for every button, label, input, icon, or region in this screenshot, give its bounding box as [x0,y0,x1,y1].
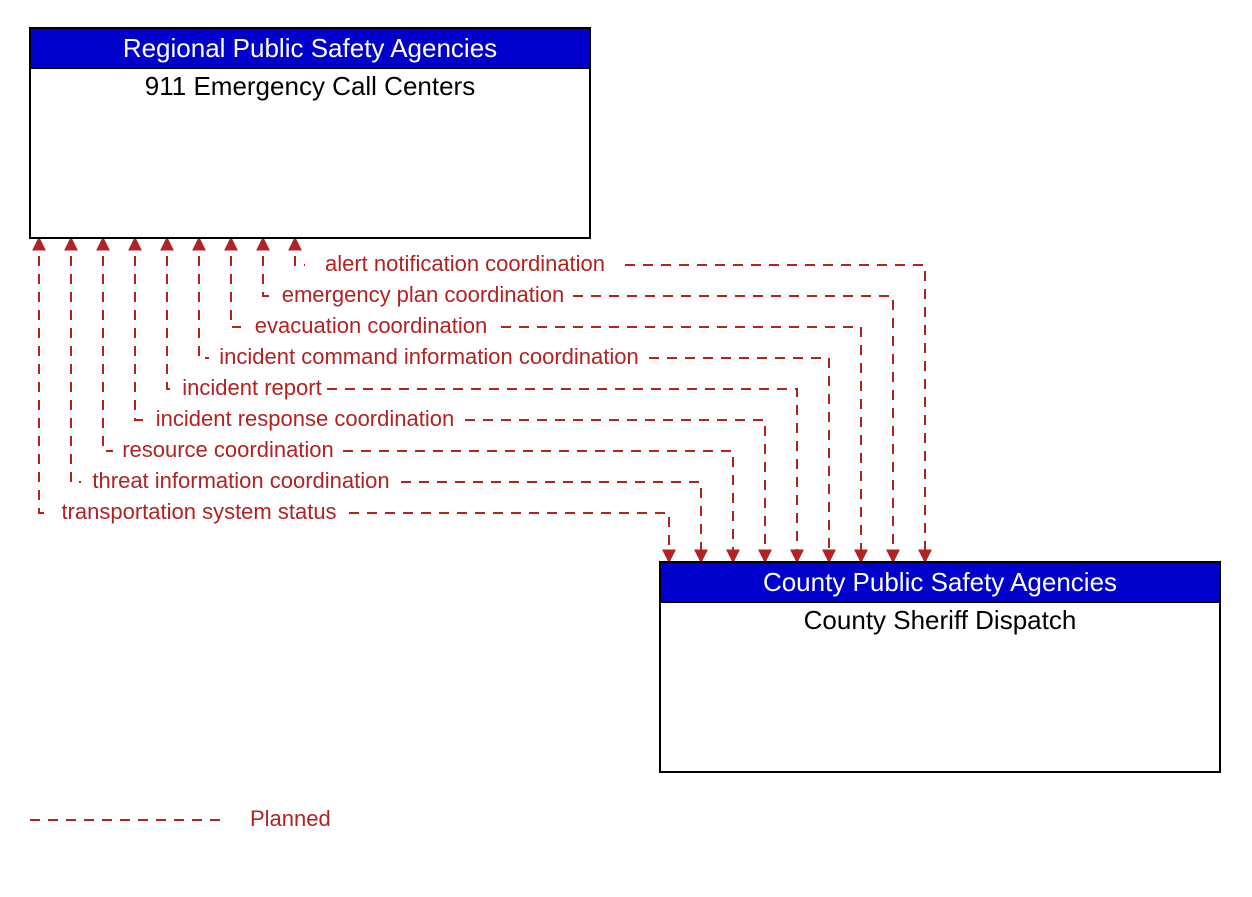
node-top: Regional Public Safety Agencies 911 Emerg… [30,28,590,238]
flow-label-6: resource coordination [122,437,334,462]
flow-line-left-4 [167,238,177,389]
flow-line-left-5 [135,238,145,420]
flow-line-right-6 [343,451,733,562]
flow-label-1: emergency plan coordination [282,282,565,307]
flow-line-right-5 [465,420,765,562]
node-body-text: County Sheriff Dispatch [804,605,1077,635]
flow-label-2: evacuation coordination [255,313,487,338]
flow-line-left-1 [263,238,273,296]
flow-label-4: incident report [182,375,321,400]
flow-line-left-3 [199,238,209,358]
flow-line-right-1 [573,296,893,562]
flow-label-7: threat information coordination [92,468,389,493]
flow-label-5: incident response coordination [156,406,454,431]
node-body-text: 911 Emergency Call Centers [145,71,475,101]
node-header-text: Regional Public Safety Agencies [123,33,497,63]
architecture-diagram: alert notification coordination emergency… [0,0,1252,897]
legend-label: Planned [250,806,331,831]
flow-label-3: incident command information coordinatio… [219,344,638,369]
flow-line-left-0 [295,238,305,265]
flow-line-left-8 [39,238,49,513]
flow-label-8: transportation system status [61,499,336,524]
flow-line-left-2 [231,238,241,327]
flow-line-right-7 [401,482,701,562]
flow-line-right-8 [349,513,669,562]
node-header-text: County Public Safety Agencies [763,567,1117,597]
flow-label-0: alert notification coordination [325,251,605,276]
node-bottom: County Public Safety Agencies County Sher… [660,562,1220,772]
flow-line-left-6 [103,238,113,451]
flow-line-left-7 [71,238,81,482]
